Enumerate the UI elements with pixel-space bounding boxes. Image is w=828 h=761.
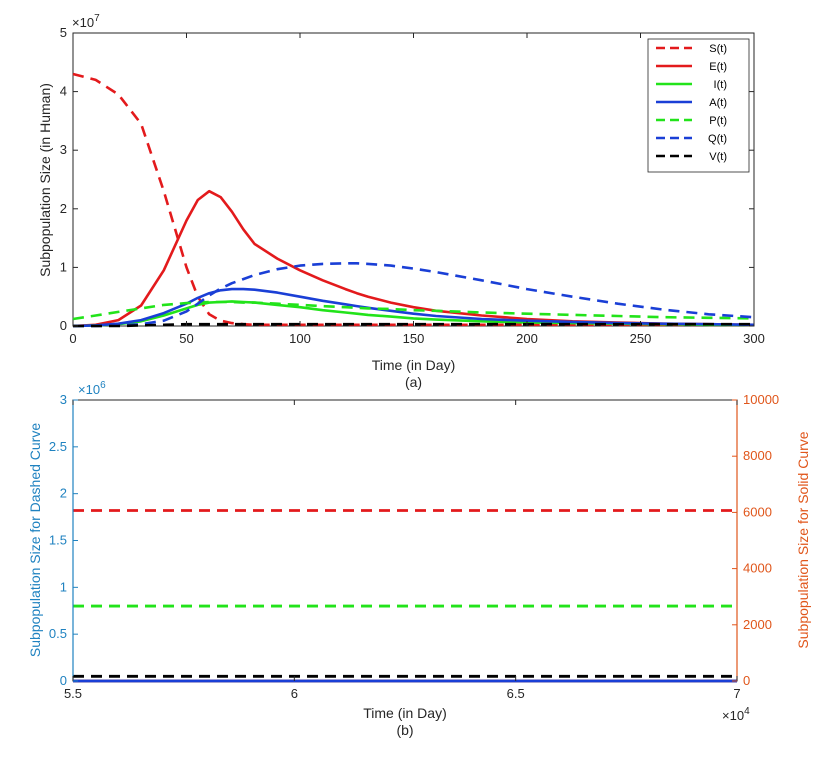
legend-box: [647, 38, 750, 173]
y-tick-label: 1: [60, 259, 67, 274]
plot-b-y-ticks-right: 0 2000 4000 6000 8000 10000: [732, 392, 779, 688]
y-tick-label: 2: [60, 486, 67, 501]
y-tick-label: 5: [60, 25, 67, 40]
y-tick-label-right: 4000: [743, 561, 772, 576]
x-tick-label: 6.5: [507, 686, 525, 701]
x-tick-label: 100: [289, 331, 311, 346]
series-line-vt: [73, 322, 754, 328]
y-tick-label: 4: [60, 84, 67, 99]
legend-label: A(t): [709, 97, 727, 109]
plot-b-y-exponent: ×106: [78, 380, 106, 397]
plot-a-x-ticks: 0 50 100 150 200 250 300: [69, 33, 765, 346]
y-tick-label: 1.5: [49, 533, 67, 548]
y-tick-label: 3: [60, 392, 67, 407]
plot-b-axes-box: [72, 399, 738, 682]
plot-b-x-ticks: 5.5 6 6.5 7: [64, 400, 741, 701]
y-tick-label: 0.5: [49, 626, 67, 641]
y-tick-label-right: 8000: [743, 448, 772, 463]
y-tick-label: 3: [60, 142, 67, 157]
plot-b-x-exponent: ×104: [722, 706, 750, 723]
plot-b-y-label-left: Subpopulation Size for Dashed Curve: [27, 423, 43, 657]
y-tick-label-right: 2000: [743, 617, 772, 632]
y-tick-label: 1: [60, 579, 67, 594]
series-line-pt: [72, 300, 755, 321]
plot-a-caption: (a): [405, 374, 422, 390]
plot-a-legend: S(t) E(t) I(t) A(t) P(t) Q(t) V(t): [647, 38, 750, 173]
legend-label: E(t): [709, 61, 727, 73]
x-tick-label: 250: [630, 331, 652, 346]
plot-a-x-label: Time (in Day): [372, 357, 456, 373]
plot-b-x-label: Time (in Day): [363, 705, 447, 721]
y-tick-label-right: 10000: [743, 392, 779, 407]
plot-b-y-ticks-left: 0 0.5 1 1.5 2 2.5 3: [49, 392, 78, 688]
x-tick-label: 150: [403, 331, 425, 346]
plot-a-y-label: Subpopulation Size (in Human): [37, 83, 53, 277]
x-tick-label: 7: [733, 686, 740, 701]
y-tick-label-right: 0: [743, 673, 750, 688]
y-tick-label: 2.5: [49, 439, 67, 454]
series-line-it: [72, 300, 754, 328]
legend-label: S(t): [709, 43, 727, 55]
x-tick-label: 50: [179, 331, 193, 346]
y-tick-label: 0: [60, 673, 67, 688]
x-tick-label: 200: [516, 331, 538, 346]
x-tick-label: 5.5: [64, 686, 82, 701]
plot-b-series-group: [73, 509, 737, 683]
legend-label: P(t): [709, 115, 727, 127]
y-tick-label: 2: [60, 201, 67, 216]
series-line-qt: [73, 261, 755, 328]
plot-a-axes-box: [72, 32, 755, 327]
legend-label: Q(t): [708, 133, 727, 145]
y-tick-label-right: 6000: [743, 504, 772, 519]
x-tick-label: 300: [743, 331, 765, 346]
y-tick-label: 0: [60, 318, 67, 333]
plot-b-y-label-right: Subpopulation Size for Solid Curve: [795, 431, 811, 648]
x-tick-label: 6: [291, 686, 298, 701]
legend-label: I(t): [714, 79, 727, 91]
legend-label: V(t): [709, 151, 727, 163]
plot-b-caption: (b): [396, 722, 413, 738]
plot-a-y-ticks: 0 1 2 3 4 5: [60, 25, 754, 333]
x-tick-label: 0: [69, 331, 76, 346]
plot-a-y-exponent: ×107: [72, 13, 100, 30]
plot-a-series-group: [72, 72, 755, 328]
plot-b: 5.5 6 6.5 7 0 0.5 1 1.5 2 2.5 3 0 2000 4000 6000 8000…: [27, 380, 811, 738]
plot-a: 0 50 100 150 200 250 300 0 1 2 3 4 5 ×107 Time (in …: [37, 13, 765, 390]
series-line-at: [72, 287, 755, 328]
